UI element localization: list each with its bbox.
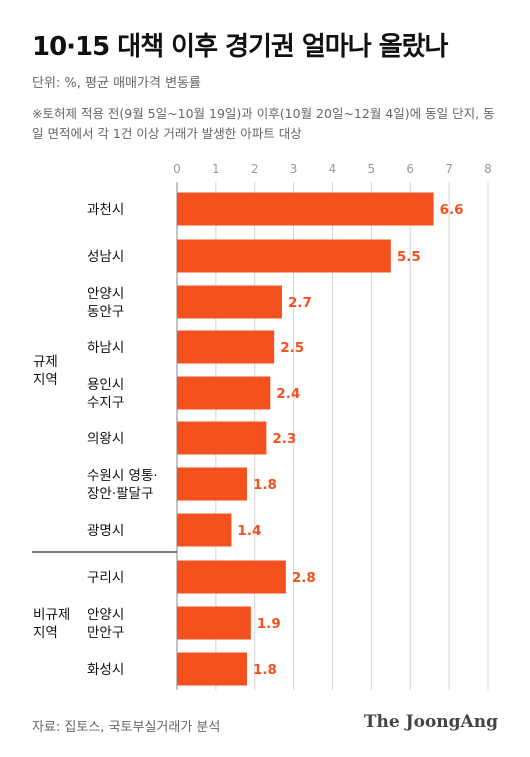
- x-tick-label: 1: [212, 162, 220, 176]
- value-label: 6.6: [440, 202, 464, 218]
- value-label: 1.8: [253, 477, 277, 493]
- value-label: 2.3: [272, 431, 296, 447]
- x-tick-label: 3: [290, 162, 298, 176]
- chart-note: ※토허제 적용 전(9월 5일~10월 19일)과 이후(10월 20일~12월…: [32, 104, 502, 144]
- category-label: 용인시 수지구: [87, 377, 124, 411]
- group-label: 규제 지역: [33, 354, 58, 388]
- value-label: 2.5: [280, 340, 304, 356]
- chart-title: 10·15 대책 이후 경기권 얼마나 올랐나: [32, 32, 448, 62]
- bar: [177, 239, 391, 273]
- bar: [177, 513, 232, 547]
- x-tick-label: 5: [368, 162, 376, 176]
- bar: [177, 652, 247, 686]
- value-label: 2.4: [276, 386, 300, 402]
- bar: [177, 330, 275, 364]
- value-label: 1.8: [253, 662, 277, 678]
- x-tick-label: 2: [251, 162, 259, 176]
- bar: [177, 606, 251, 640]
- unit-label: 단위: %, 평균 매매가격 변동률: [32, 76, 201, 91]
- category-label: 안양시 만안구: [87, 607, 124, 641]
- value-label: 1.4: [237, 523, 261, 539]
- value-label: 2.8: [292, 570, 316, 586]
- x-tick-label: 4: [329, 162, 337, 176]
- category-label: 하남시: [87, 340, 124, 356]
- group-label: 비규제 지역: [33, 607, 70, 641]
- bar: [177, 421, 267, 455]
- x-tick-label: 0: [173, 162, 181, 176]
- x-tick-label: 7: [445, 162, 453, 176]
- bar: [177, 560, 286, 594]
- category-label: 성남시: [87, 249, 124, 265]
- value-label: 2.7: [288, 295, 312, 311]
- category-label: 화성시: [87, 662, 124, 678]
- bar: [177, 285, 282, 319]
- x-tick-label: 6: [406, 162, 414, 176]
- x-tick-label: 8: [484, 162, 492, 176]
- category-label: 안양시 동안구: [87, 286, 124, 320]
- bar: [177, 192, 434, 226]
- note-text: ※토허제 적용 전(9월 5일~10월 19일)과 이후(10월 20일~12월…: [32, 106, 495, 141]
- category-label: 광명시: [87, 523, 124, 539]
- category-label: 과천시: [87, 202, 124, 218]
- category-label: 구리시: [87, 570, 124, 586]
- value-label: 1.9: [257, 616, 281, 632]
- publisher-logo: The JoongAng: [363, 712, 498, 732]
- bar: [177, 376, 271, 410]
- value-label: 5.5: [397, 249, 421, 265]
- category-label: 수원시 영통· 장안·팔달구: [87, 468, 158, 502]
- category-label: 의왕시: [87, 431, 124, 447]
- bar: [177, 467, 247, 501]
- source-label: 자료: 집토스, 국토부실거래가 분석: [32, 720, 221, 735]
